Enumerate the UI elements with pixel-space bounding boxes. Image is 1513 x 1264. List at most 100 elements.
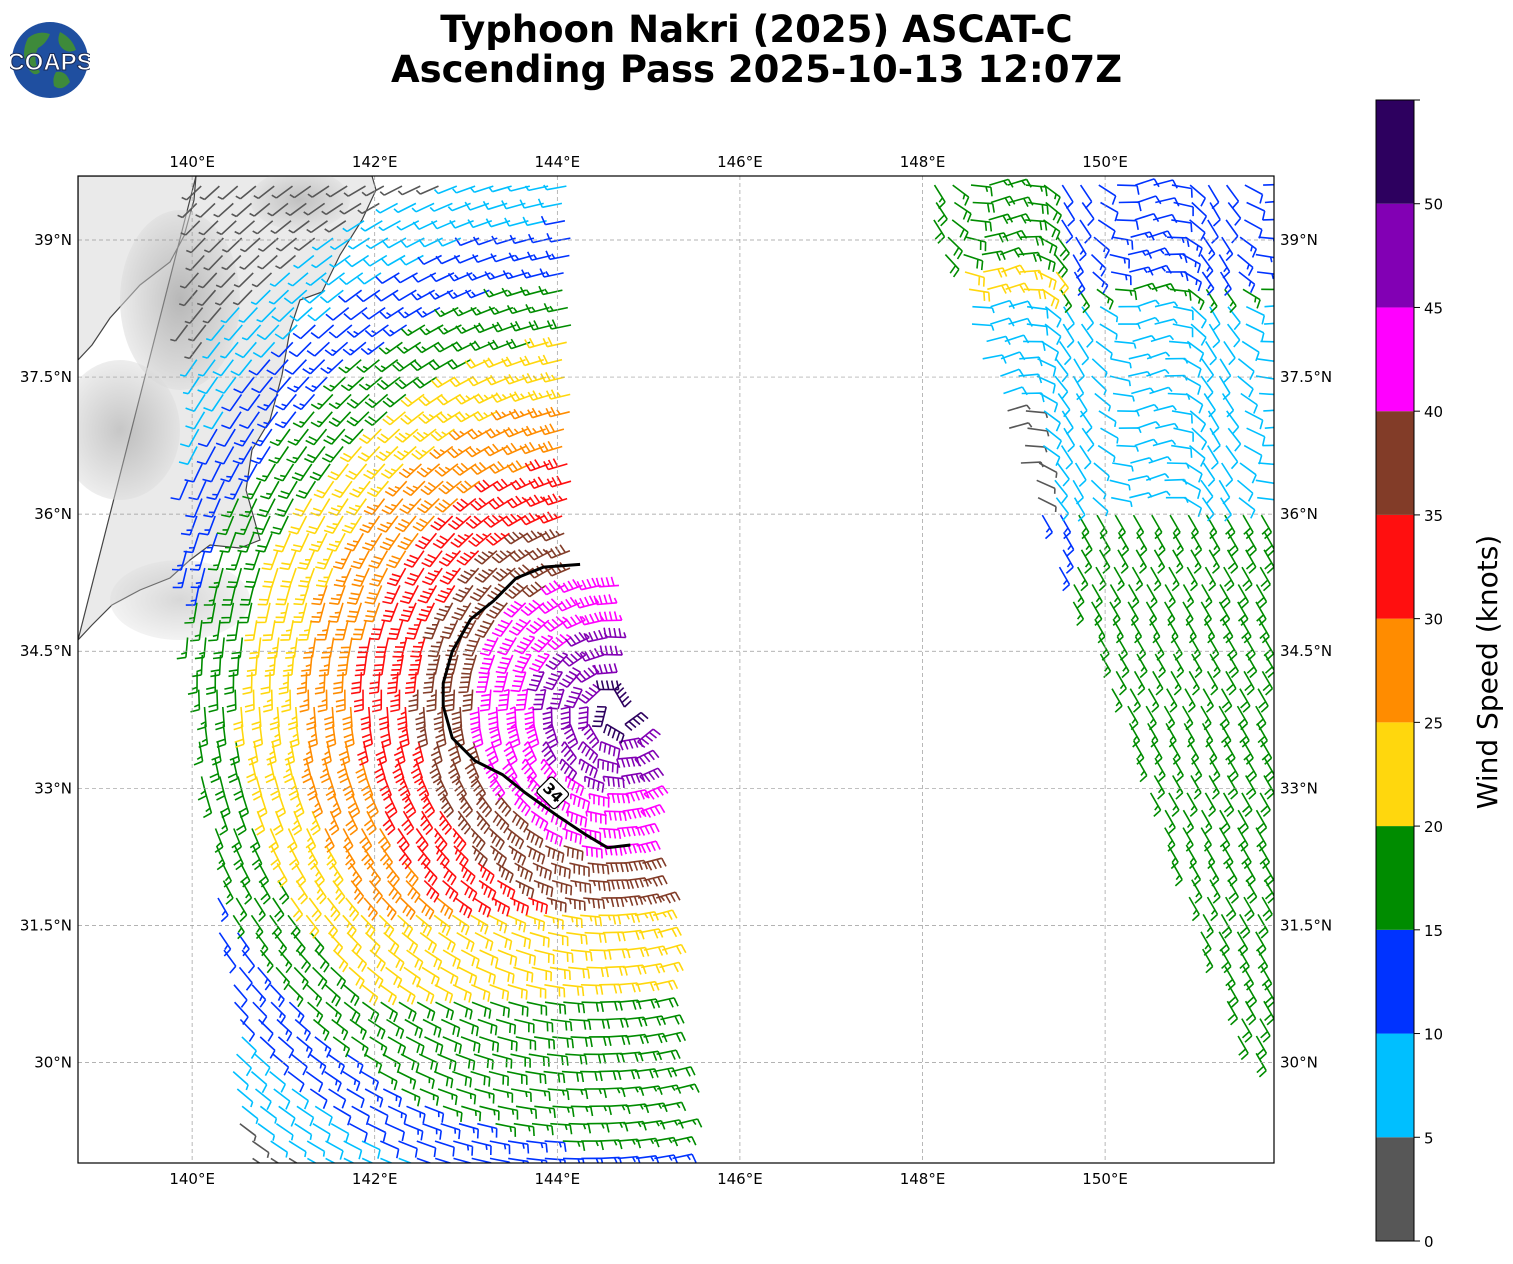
wind-barb xyxy=(1258,462,1274,466)
lon-tick-label-bottom: 148°E xyxy=(900,1170,946,1188)
wind-barb xyxy=(1190,306,1207,329)
wind-barb xyxy=(435,724,447,749)
wind-barb xyxy=(474,479,499,493)
wind-barb xyxy=(479,637,499,657)
wind-barb xyxy=(1200,375,1214,400)
wind-barb xyxy=(562,984,585,997)
wind-barb xyxy=(219,533,237,553)
wind-barb xyxy=(1187,514,1199,540)
wind-barb xyxy=(515,949,536,966)
wind-barb xyxy=(416,1140,437,1158)
wind-barb xyxy=(643,1032,668,1044)
wind-barb xyxy=(312,1018,330,1041)
wind-barb xyxy=(935,202,948,227)
wind-barb xyxy=(217,897,229,923)
wind-barb xyxy=(271,185,293,199)
wind-barb xyxy=(448,758,461,784)
wind-barb xyxy=(270,1140,289,1158)
wind-barb xyxy=(315,567,334,588)
wind-barb xyxy=(284,359,307,375)
wind-barb xyxy=(310,393,334,410)
wind-barb xyxy=(537,198,563,209)
wind-barb xyxy=(264,654,277,677)
wind-barb xyxy=(329,237,352,251)
wind-barb xyxy=(438,932,456,953)
wind-barb xyxy=(588,793,610,808)
wind-barb xyxy=(1036,479,1056,494)
wind-barb xyxy=(549,966,571,981)
wind-barb xyxy=(1182,375,1202,395)
wind-barb xyxy=(1255,584,1268,609)
wind-barb xyxy=(545,250,570,261)
wind-barb xyxy=(387,949,405,972)
wind-barb xyxy=(305,1070,324,1093)
wind-barb xyxy=(466,428,492,440)
wind-barb xyxy=(1264,426,1274,429)
wind-barb xyxy=(419,932,438,954)
wind-barb xyxy=(325,845,337,870)
wind-barb xyxy=(1093,236,1111,259)
wind-barb xyxy=(1146,368,1170,377)
wind-barb xyxy=(290,532,310,553)
wind-barb xyxy=(1091,375,1107,396)
wind-barb xyxy=(435,776,449,801)
wind-barb xyxy=(359,828,373,853)
wind-barb xyxy=(304,376,328,393)
wind-barb xyxy=(534,1105,556,1118)
wind-barb xyxy=(372,654,386,677)
wind-barb xyxy=(1220,722,1232,748)
wind-barb xyxy=(331,1018,349,1041)
wind-barb xyxy=(392,289,417,302)
wind-barb xyxy=(492,1053,513,1069)
wind-barb xyxy=(452,827,467,852)
wind-barb xyxy=(1100,201,1119,222)
wind-barb xyxy=(519,512,545,526)
wind-barb xyxy=(274,602,289,624)
wind-barb xyxy=(580,914,603,927)
wind-barb xyxy=(545,544,571,559)
wind-barb xyxy=(1099,306,1119,323)
wind-barb xyxy=(305,914,320,939)
wind-barb xyxy=(433,828,448,852)
wind-barb xyxy=(287,828,298,853)
wind-barb xyxy=(448,376,474,388)
wind-barb xyxy=(1146,584,1158,609)
colorbar-bin xyxy=(1376,722,1414,827)
wind-barb xyxy=(577,741,599,764)
wind-barb xyxy=(490,845,508,867)
wind-barb xyxy=(606,793,631,804)
wind-barb xyxy=(382,324,408,337)
wind-barb xyxy=(510,671,527,693)
wind-barb xyxy=(467,375,492,387)
wind-barb xyxy=(1006,213,1032,224)
wind-barb xyxy=(546,319,572,330)
wind-barb xyxy=(412,220,438,231)
wind-barb xyxy=(1237,1035,1249,1061)
wind-contour-34kt xyxy=(441,562,631,850)
wind-barb xyxy=(454,393,480,405)
wind-barb xyxy=(416,1001,436,1022)
wind-barb xyxy=(1169,340,1192,349)
wind-barb xyxy=(1041,288,1060,310)
wind-barb xyxy=(369,949,386,972)
wind-barb xyxy=(203,793,213,819)
wind-barb xyxy=(231,637,244,660)
colorbar-bin xyxy=(1376,307,1414,412)
wind-barb xyxy=(1113,566,1125,592)
wind-barb xyxy=(301,758,312,784)
wind-barb xyxy=(398,1001,417,1022)
lat-tick-label-left: 33°N xyxy=(34,779,72,797)
wind-barb xyxy=(1045,427,1063,450)
wind-barb xyxy=(1109,584,1122,609)
wind-barb xyxy=(269,376,292,393)
wind-barb xyxy=(179,428,200,448)
wind-barb xyxy=(634,749,660,767)
wind-barb xyxy=(1225,670,1237,696)
wind-barb xyxy=(369,619,386,641)
wind-barb xyxy=(616,756,641,769)
wind-barb xyxy=(177,202,198,219)
wind-barb xyxy=(324,341,349,357)
wind-barb xyxy=(219,810,229,836)
wind-barb xyxy=(1091,584,1103,609)
wind-barb xyxy=(340,376,365,392)
